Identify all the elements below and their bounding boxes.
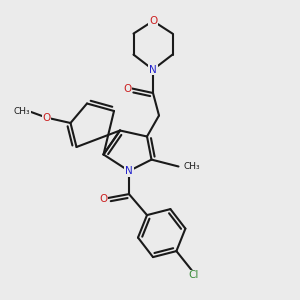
Text: O: O (149, 16, 157, 26)
Text: Cl: Cl (188, 270, 199, 280)
Text: O: O (123, 83, 132, 94)
Text: CH₃: CH₃ (183, 162, 200, 171)
Text: N: N (125, 166, 133, 176)
Text: N: N (149, 64, 157, 75)
Text: O: O (42, 112, 51, 123)
Text: CH₃: CH₃ (14, 107, 30, 116)
Text: O: O (99, 194, 108, 205)
